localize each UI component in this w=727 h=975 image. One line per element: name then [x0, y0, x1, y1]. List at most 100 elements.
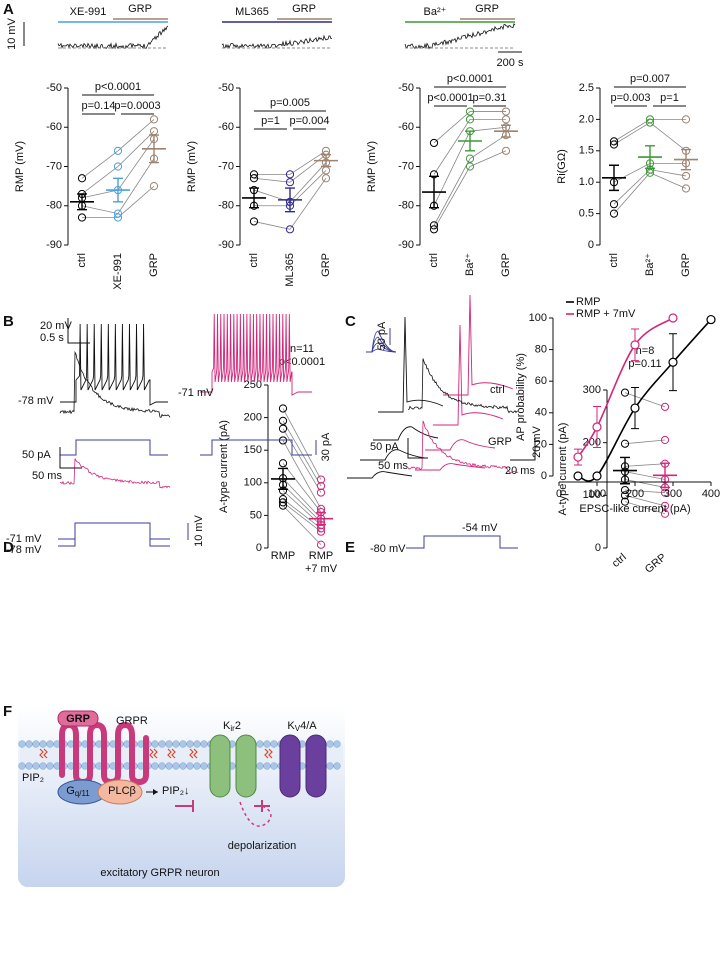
label-line: RMP: [309, 550, 333, 562]
lipid-head: [151, 762, 159, 770]
lipid-head: [256, 740, 264, 748]
cell-line: [253, 178, 327, 230]
category-label: GRP: [320, 253, 332, 277]
scale-label: 20 ms: [505, 465, 535, 477]
cell-point: [77, 213, 87, 222]
y-tick-label: -50: [46, 82, 62, 94]
y-tick-label: 100: [583, 489, 601, 501]
ligand-label: GRP: [66, 713, 90, 725]
epsp-trace: [360, 449, 426, 461]
label-part: K: [287, 720, 295, 732]
cell-point: [645, 168, 655, 177]
lipid-head: [172, 740, 180, 748]
cell-line: [254, 150, 327, 175]
cell-point: [285, 170, 295, 179]
y-tick-label: 50: [250, 509, 262, 521]
lipid-head: [326, 740, 334, 748]
category-label: ML365: [284, 253, 296, 287]
cell-point: [278, 459, 288, 468]
lipid-head: [18, 740, 26, 748]
y-tick-label: 200: [244, 412, 262, 424]
error-bar: [77, 193, 87, 211]
cell-point: [113, 213, 123, 222]
cell-line: [282, 462, 322, 513]
cell-line: [624, 494, 666, 507]
p-value: p=1: [660, 92, 679, 104]
lipid-head: [46, 740, 54, 748]
plc: [97, 779, 143, 805]
lipid-head: [193, 740, 201, 748]
epsc-trace: [366, 330, 397, 353]
lipid-head: [326, 762, 334, 770]
pip2-mark: [149, 748, 158, 759]
current-trace: [407, 420, 519, 474]
lipid-head: [165, 740, 173, 748]
lipid-head: [158, 740, 166, 748]
cell-line: [624, 471, 666, 480]
cell-point: [501, 115, 511, 124]
cell-point: [278, 416, 288, 425]
y-tick-label: -80: [218, 200, 234, 212]
kir2-channel: [209, 734, 231, 798]
category-label: GRP: [680, 253, 692, 277]
panel-label: B: [3, 313, 14, 330]
receptor-label: GRPR: [116, 715, 148, 727]
cell-line: [624, 479, 666, 488]
pip2-label: PIP₂: [22, 772, 44, 784]
y-tick-label: 0: [541, 470, 547, 482]
p-value: p=1: [261, 115, 280, 127]
cell-point: [465, 162, 475, 171]
voltage-label: -71 mV: [6, 533, 42, 545]
y-tick-label: 40: [535, 407, 547, 419]
kv4-channel: [305, 734, 327, 798]
pip2-mark: [189, 748, 198, 759]
category-label: RMP +7 mV: [305, 550, 338, 575]
p-value: p=0.007: [630, 73, 670, 85]
cell-line: [433, 134, 507, 226]
lipid-head: [270, 762, 278, 770]
cell-point: [609, 140, 619, 149]
label-sub: ir: [230, 724, 235, 733]
y-tick-label: -70: [218, 160, 234, 172]
epsp-trace: [378, 316, 444, 413]
current-step: [60, 439, 168, 456]
y-axis-label: Ri(GΩ): [556, 149, 568, 184]
panel-label: F: [3, 703, 12, 720]
cell-line: [282, 420, 322, 487]
data-point: [668, 313, 678, 323]
cell-line: [613, 169, 687, 205]
cell-point: [316, 488, 326, 497]
p-value: p<0.0001: [95, 81, 141, 93]
note: n=8: [636, 345, 655, 357]
category-label: ctrl: [76, 253, 88, 268]
p-value: p=0.31: [473, 92, 507, 104]
condition-label: ctrl: [490, 384, 505, 396]
grp-label: GRP: [475, 3, 499, 15]
y-tick-label: -70: [398, 160, 414, 172]
lipid-head: [193, 762, 201, 770]
depolarization-label: depolarization: [228, 840, 297, 852]
cell-point: [278, 498, 288, 507]
trace: [200, 313, 312, 396]
note: p=0.11: [628, 358, 661, 370]
cell-line: [624, 489, 666, 494]
cell-line: [624, 501, 666, 515]
cell-line: [81, 130, 155, 195]
cell-point: [278, 424, 288, 433]
error-bar: [681, 148, 691, 171]
y-tick-label: 1.5: [579, 145, 594, 157]
cell-point: [681, 115, 691, 124]
cell-point: [660, 435, 670, 445]
cell-point: [465, 154, 475, 163]
error-bar: [321, 154, 331, 168]
data-point: [630, 340, 640, 350]
membrane: [20, 745, 343, 765]
label-sub: V: [295, 724, 301, 733]
data-point: [630, 403, 640, 413]
cell-point: [316, 481, 326, 491]
data-point: [592, 471, 602, 481]
error-bar: [316, 512, 326, 526]
cell-point: [285, 225, 295, 234]
pip2-decrease-label: PIP₂↓: [162, 785, 190, 797]
